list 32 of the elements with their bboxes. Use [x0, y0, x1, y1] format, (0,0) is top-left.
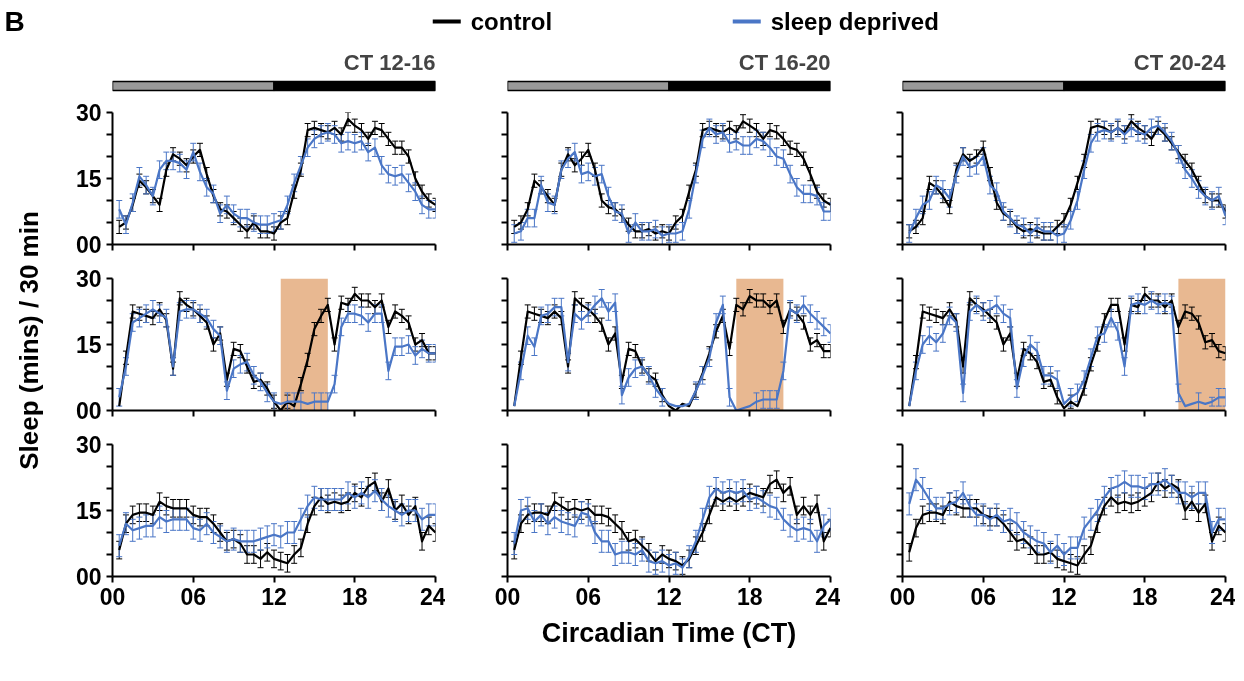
y-tick-label: 15: [75, 332, 102, 358]
x-tick-label: 18: [341, 583, 368, 610]
x-tick-label: 24: [814, 583, 841, 610]
x-tick-label: 12: [261, 583, 287, 610]
y-tick-label: 00: [75, 398, 102, 424]
y-axis-title: Sleep (mins) / 30 min: [13, 211, 44, 470]
x-tick-label: 06: [575, 583, 602, 610]
y-tick-label: 30: [75, 100, 102, 126]
chart-title: CT 12-16: [343, 49, 436, 75]
y-tick-label: 30: [75, 266, 102, 292]
x-tick-label: 12: [1051, 583, 1077, 610]
x-tick-label: 00: [889, 583, 916, 610]
y-tick-label: 15: [75, 166, 102, 192]
legend-label: control: [470, 8, 553, 35]
x-tick-label: 00: [99, 583, 126, 610]
x-tick-label: 06: [180, 583, 207, 610]
y-tick-label: 00: [75, 232, 102, 258]
x-tick-label: 24: [419, 583, 446, 610]
chart-title: CT 20-24: [1133, 49, 1227, 75]
text: B: [4, 6, 25, 37]
y-tick-label: 00: [75, 564, 102, 590]
y-tick-label: 15: [75, 498, 102, 524]
x-tick-label: 06: [970, 583, 997, 610]
legend-label: sleep deprived: [770, 8, 939, 35]
x-tick-label: 18: [1131, 583, 1158, 610]
x-tick-label: 12: [656, 583, 682, 610]
y-tick-label: 30: [75, 432, 102, 458]
x-tick-label: 24: [1209, 583, 1236, 610]
x-tick-label: 18: [736, 583, 763, 610]
x-axis-title: Circadian Time (CT): [541, 617, 797, 648]
chart-title: CT 16-20: [738, 49, 831, 75]
x-tick-label: 00: [494, 583, 521, 610]
